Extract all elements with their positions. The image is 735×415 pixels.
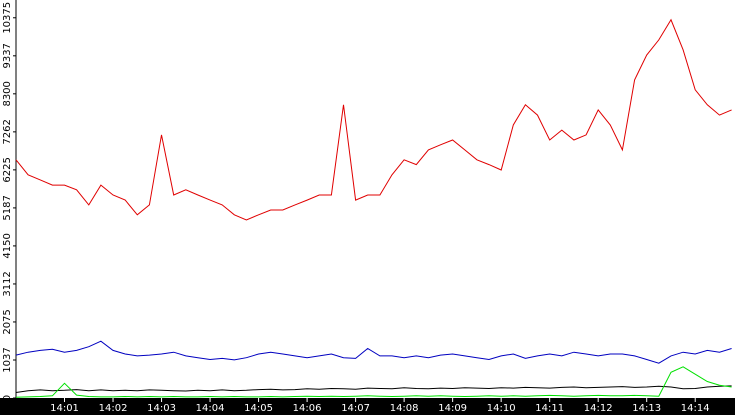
x-tick-label: 14:01 [50,403,79,414]
x-tick-label: 14:12 [584,403,613,414]
series-line [15,366,732,398]
x-tick-label: 14:02 [99,403,128,414]
y-tick-label: 0 [2,395,13,401]
y-tick-label: 10375 [2,2,13,34]
x-tick-label: 14:13 [632,403,661,414]
x-tick-label: 14:04 [196,403,225,414]
y-tick-label: 9337 [2,43,13,68]
y-tick-label: 7262 [2,119,13,144]
y-tick-label: 1037 [2,347,13,372]
y-tick-label: 5187 [2,195,13,220]
y-tick-label: 2075 [2,309,13,334]
x-tick-label: 14:07 [341,403,370,414]
x-axis-bar [0,398,735,415]
x-tick-label: 14:06 [293,403,322,414]
y-tick-label: 3112 [2,271,13,296]
series-line [15,340,732,364]
series-line [15,18,732,221]
y-tick-label: 6225 [2,157,13,182]
x-tick-label: 14:09 [438,403,467,414]
series-line [15,385,732,393]
x-tick-label: 14:08 [390,403,419,414]
y-tick-label: 8300 [2,81,13,106]
x-tick-label: 14:03 [147,403,176,414]
x-tick-label: 14:05 [244,403,273,414]
y-tick-label: 4150 [2,233,13,258]
x-tick-label: 14:14 [681,403,710,414]
x-tick-label: 14:10 [487,403,516,414]
x-tick-label: 14:11 [535,403,564,414]
